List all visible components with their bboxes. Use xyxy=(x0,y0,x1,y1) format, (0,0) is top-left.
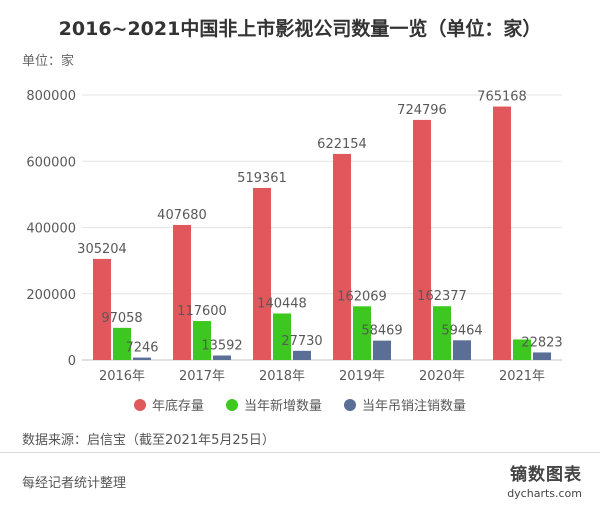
data-label: 724796 xyxy=(397,103,447,118)
data-label: 97058 xyxy=(101,311,142,326)
bar xyxy=(533,352,551,360)
brand-url: dycharts.com xyxy=(507,487,582,500)
bar xyxy=(413,119,431,361)
data-source: 数据来源：启信宝（截至2021年5月25日） xyxy=(22,433,275,448)
x-tick-label: 2018年 xyxy=(259,369,305,384)
brand-name: 镝数图表 xyxy=(510,465,582,485)
bar xyxy=(293,350,311,360)
x-tick-label: 2021年 xyxy=(499,369,545,384)
bar xyxy=(173,224,191,360)
data-label: 162377 xyxy=(417,289,467,304)
y-tick-label: 0 xyxy=(68,354,76,369)
legend-marker xyxy=(344,399,356,411)
data-label: 622154 xyxy=(317,137,367,152)
bar xyxy=(253,187,271,360)
data-label: 59464 xyxy=(441,323,482,338)
footer-credit: 每经记者统计整理 xyxy=(22,476,127,491)
bar xyxy=(193,321,211,360)
y-tick-label: 200000 xyxy=(26,288,76,303)
legend-label: 当年新增数量 xyxy=(244,398,322,414)
x-tick-label: 2016年 xyxy=(99,369,145,384)
data-label: 22823 xyxy=(521,335,562,350)
bar xyxy=(213,355,231,360)
legend-marker xyxy=(226,399,238,411)
chart-title: 2016~2021中国非上市影视公司数量一览（单位：家） xyxy=(58,18,542,40)
legend-label: 年底存量 xyxy=(152,398,204,414)
data-label: 27730 xyxy=(281,334,322,349)
bar xyxy=(453,340,471,360)
x-tick-label: 2019年 xyxy=(339,369,385,384)
bar xyxy=(373,340,391,360)
legend-label: 当年吊销注销数量 xyxy=(362,399,466,414)
bar xyxy=(93,258,111,360)
data-label: 407680 xyxy=(157,208,207,223)
bar xyxy=(273,313,291,360)
bar xyxy=(513,339,531,360)
x-tick-label: 2020年 xyxy=(419,369,465,384)
x-tick-label: 2017年 xyxy=(179,369,225,384)
bar-chart: 0 200000 400000 600000 800000 2016年 2017年 2018年… xyxy=(26,89,562,414)
bar xyxy=(353,306,371,360)
brand-logo: 镝数图表 dycharts.com xyxy=(507,460,582,500)
data-label: 13592 xyxy=(201,338,242,353)
bar xyxy=(433,306,451,360)
data-label: 58469 xyxy=(361,324,402,339)
y-tick-label: 400000 xyxy=(26,222,76,237)
data-label: 7246 xyxy=(125,341,158,356)
data-label: 519361 xyxy=(237,171,287,186)
data-label: 305204 xyxy=(77,242,127,257)
bar xyxy=(493,106,511,360)
bar xyxy=(333,153,351,360)
data-label: 140448 xyxy=(257,296,307,311)
data-label: 162069 xyxy=(337,289,387,304)
legend-marker xyxy=(134,399,146,411)
bar xyxy=(133,357,151,360)
data-label: 765168 xyxy=(477,90,527,105)
data-label: 117600 xyxy=(177,304,227,319)
y-tick-label: 600000 xyxy=(26,155,76,170)
y-tick-label: 800000 xyxy=(26,89,76,104)
footer-divider xyxy=(0,452,600,453)
bar xyxy=(113,327,131,360)
unit-label: 单位：家 xyxy=(22,54,75,69)
